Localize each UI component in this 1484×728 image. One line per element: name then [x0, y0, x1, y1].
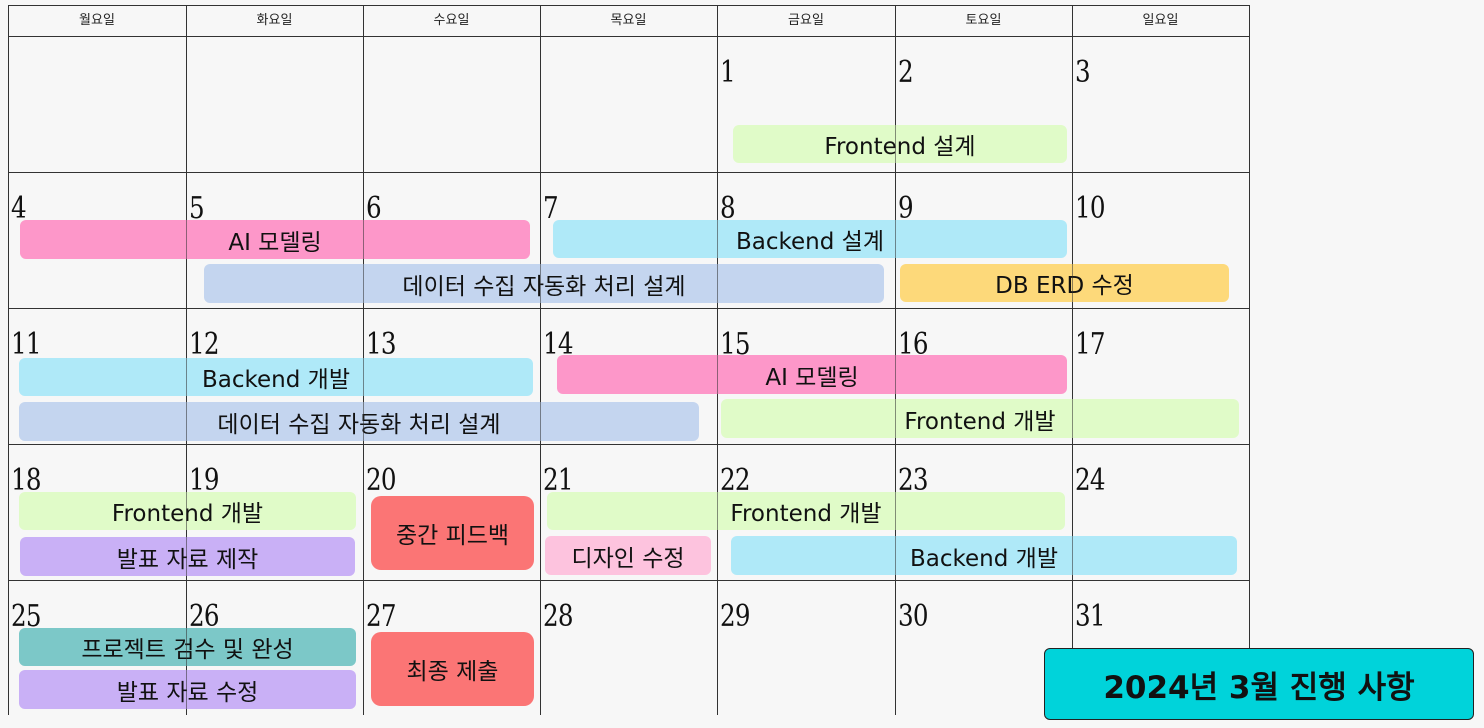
day-number: 16	[898, 327, 928, 362]
day-number: 10	[1075, 191, 1105, 226]
weekday-header: 금요일	[788, 13, 824, 28]
day-number: 18	[11, 463, 41, 498]
grid-col-line	[1249, 5, 1250, 715]
event-bar[interactable]: 데이터 수집 자동화 처리 설계	[204, 264, 884, 303]
grid-row-line	[8, 308, 1250, 309]
day-number: 8	[720, 191, 736, 226]
day-number: 19	[189, 463, 219, 498]
grid-row-line	[8, 172, 1250, 173]
event-bar[interactable]: 발표 자료 제작	[20, 537, 355, 576]
day-number: 17	[1075, 327, 1105, 362]
event-bar[interactable]: Backend 개발	[19, 358, 533, 396]
calendar: 월요일 화요일 수요일 목요일 금요일 토요일 일요일 1 2 3 4 5 6 7 8 9 10 11 12 13 14…	[8, 5, 1250, 715]
day-number: 11	[11, 327, 41, 362]
title-banner: 2024년 3월 진행 사항	[1044, 648, 1474, 720]
event-bar[interactable]: Frontend 개발	[547, 492, 1065, 530]
day-number: 4	[11, 191, 27, 226]
day-number: 29	[720, 599, 750, 634]
day-number: 21	[543, 463, 573, 498]
event-bar[interactable]: 데이터 수집 자동화 처리 설계	[19, 402, 699, 441]
day-number: 7	[543, 191, 559, 226]
day-number: 3	[1075, 55, 1091, 90]
day-number: 1	[720, 55, 736, 90]
event-bar[interactable]: Frontend 개발	[721, 399, 1239, 438]
grid-row-line	[8, 444, 1250, 445]
day-number: 27	[366, 599, 396, 634]
weekday-header: 수요일	[433, 13, 470, 28]
grid-col-line	[1072, 5, 1073, 715]
day-number: 12	[189, 327, 219, 362]
day-number: 23	[898, 463, 928, 498]
day-number: 26	[189, 599, 219, 634]
day-number: 9	[898, 191, 914, 226]
weekday-header: 화요일	[256, 13, 293, 28]
day-number: 14	[543, 327, 573, 362]
weekday-header: 목요일	[610, 13, 647, 28]
weekday-header: 월요일	[79, 13, 115, 28]
day-number: 25	[11, 599, 41, 634]
day-number: 31	[1075, 599, 1105, 634]
event-bar[interactable]: DB ERD 수정	[900, 264, 1229, 302]
event-bar[interactable]: 디자인 수정	[545, 536, 711, 575]
event-bar[interactable]: 프로젝트 검수 및 완성	[19, 628, 356, 666]
day-number: 20	[366, 463, 396, 498]
day-number: 6	[366, 191, 382, 226]
grid-row-line	[8, 580, 1250, 581]
event-bar[interactable]: AI 모델링	[20, 220, 530, 259]
weekday-header: 토요일	[965, 13, 1002, 28]
grid-col-line	[8, 5, 9, 715]
weekday-header: 일요일	[1142, 13, 1179, 28]
grid-row-line	[8, 5, 1250, 6]
event-bar[interactable]: AI 모델링	[557, 355, 1067, 394]
day-number: 2	[898, 55, 914, 90]
grid-row-line	[8, 36, 1250, 37]
day-number: 28	[543, 599, 573, 634]
day-number: 13	[366, 327, 396, 362]
day-number: 30	[898, 599, 928, 634]
event-bar[interactable]: Frontend 개발	[19, 492, 356, 530]
grid-col-line	[540, 5, 541, 715]
event-bar[interactable]: Frontend 설계	[733, 125, 1067, 163]
event-bar[interactable]: Backend 설계	[553, 220, 1067, 258]
event-bar[interactable]: Backend 개발	[731, 536, 1237, 575]
day-number: 22	[720, 463, 750, 498]
event-bar[interactable]: 발표 자료 수정	[19, 670, 356, 709]
day-number: 5	[189, 191, 205, 226]
event-bar[interactable]: 중간 피드백	[371, 496, 534, 570]
event-bar[interactable]: 최종 제출	[371, 632, 534, 706]
day-number: 15	[720, 327, 750, 362]
day-number: 24	[1075, 463, 1105, 498]
